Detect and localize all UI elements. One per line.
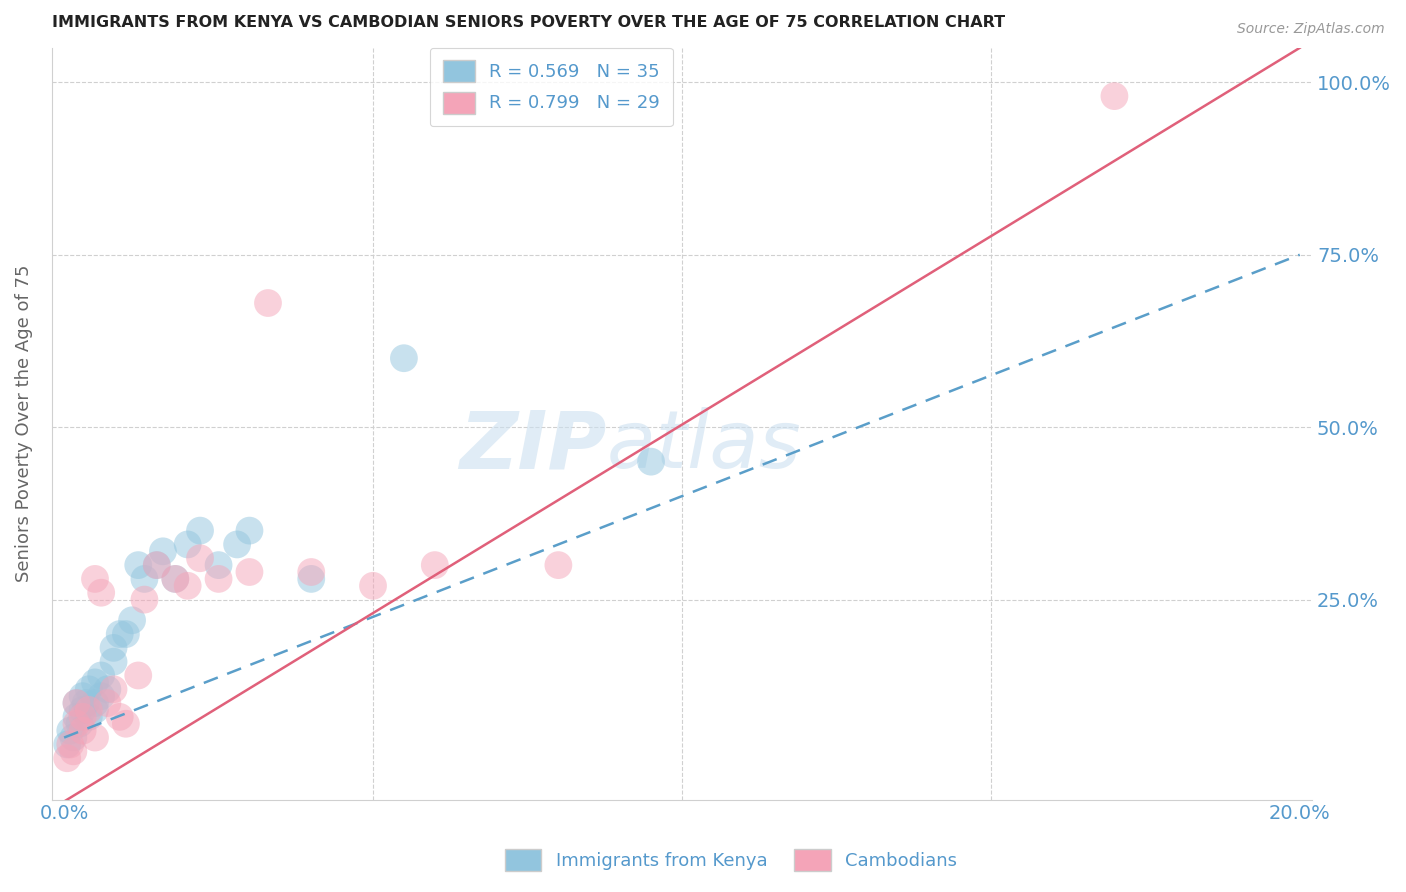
Point	[152, 544, 174, 558]
Text: Source: ZipAtlas.com: Source: ZipAtlas.com	[1237, 22, 1385, 37]
Point	[127, 668, 149, 682]
Legend: Immigrants from Kenya, Cambodians: Immigrants from Kenya, Cambodians	[498, 842, 965, 879]
Point	[176, 579, 198, 593]
Point	[90, 585, 112, 599]
Point	[84, 572, 107, 586]
Point	[115, 716, 138, 731]
Point	[640, 455, 662, 469]
Point	[134, 592, 156, 607]
Point	[134, 572, 156, 586]
Point	[75, 696, 97, 710]
Legend: R = 0.569   N = 35, R = 0.799   N = 29: R = 0.569 N = 35, R = 0.799 N = 29	[430, 48, 673, 126]
Point	[127, 558, 149, 573]
Point	[146, 558, 169, 573]
Point	[238, 524, 260, 538]
Point	[1104, 89, 1126, 103]
Point	[65, 710, 87, 724]
Point	[361, 579, 384, 593]
Point	[108, 627, 131, 641]
Point	[56, 738, 79, 752]
Point	[226, 537, 249, 551]
Point	[72, 703, 94, 717]
Point	[65, 696, 87, 710]
Point	[165, 572, 187, 586]
Point	[84, 696, 107, 710]
Point	[96, 682, 118, 697]
Point	[115, 627, 138, 641]
Point	[69, 716, 91, 731]
Point	[207, 572, 229, 586]
Point	[65, 716, 87, 731]
Point	[77, 710, 100, 724]
Point	[121, 613, 143, 627]
Point	[62, 731, 84, 745]
Y-axis label: Seniors Poverty Over the Age of 75: Seniors Poverty Over the Age of 75	[15, 265, 32, 582]
Point	[423, 558, 446, 573]
Point	[90, 689, 112, 703]
Point	[299, 565, 322, 579]
Point	[238, 565, 260, 579]
Point	[103, 682, 125, 697]
Point	[392, 351, 415, 366]
Point	[108, 710, 131, 724]
Point	[72, 723, 94, 738]
Point	[299, 572, 322, 586]
Point	[56, 751, 79, 765]
Point	[65, 696, 87, 710]
Point	[77, 703, 100, 717]
Point	[207, 558, 229, 573]
Point	[165, 572, 187, 586]
Text: atlas: atlas	[606, 408, 801, 485]
Text: ZIP: ZIP	[458, 408, 606, 485]
Point	[59, 738, 82, 752]
Point	[257, 296, 280, 310]
Point	[103, 655, 125, 669]
Point	[188, 524, 211, 538]
Point	[84, 675, 107, 690]
Point	[77, 682, 100, 697]
Point	[72, 689, 94, 703]
Text: IMMIGRANTS FROM KENYA VS CAMBODIAN SENIORS POVERTY OVER THE AGE OF 75 CORRELATIO: IMMIGRANTS FROM KENYA VS CAMBODIAN SENIO…	[52, 15, 1005, 30]
Point	[103, 640, 125, 655]
Point	[72, 710, 94, 724]
Point	[84, 703, 107, 717]
Point	[176, 537, 198, 551]
Point	[146, 558, 169, 573]
Point	[547, 558, 569, 573]
Point	[188, 551, 211, 566]
Point	[62, 744, 84, 758]
Point	[90, 668, 112, 682]
Point	[59, 723, 82, 738]
Point	[84, 731, 107, 745]
Point	[96, 696, 118, 710]
